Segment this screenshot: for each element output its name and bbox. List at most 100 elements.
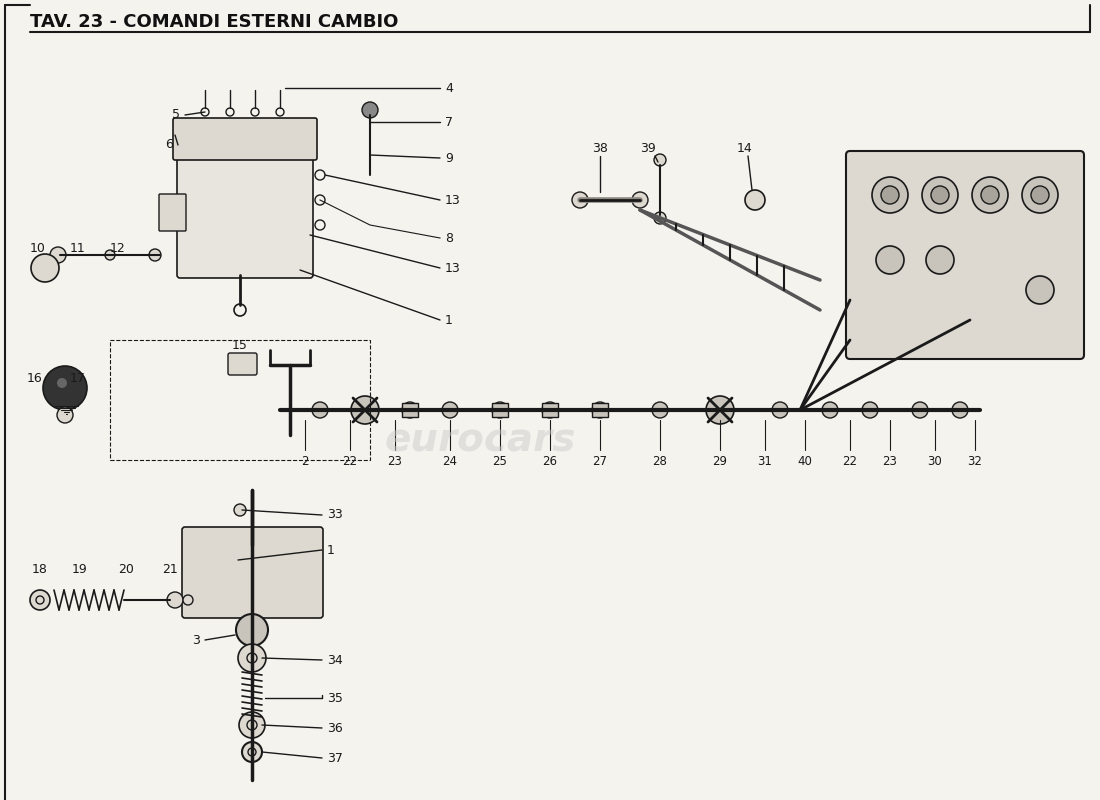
Text: 12: 12 <box>110 242 125 254</box>
Text: 6: 6 <box>165 138 173 151</box>
Circle shape <box>362 102 378 118</box>
Text: 22: 22 <box>342 455 358 468</box>
Circle shape <box>1026 276 1054 304</box>
Text: 34: 34 <box>327 654 343 666</box>
Circle shape <box>236 614 268 646</box>
Circle shape <box>239 712 265 738</box>
Circle shape <box>972 177 1008 213</box>
FancyBboxPatch shape <box>173 118 317 160</box>
Text: 38: 38 <box>592 142 608 154</box>
FancyBboxPatch shape <box>846 151 1084 359</box>
Circle shape <box>402 402 418 418</box>
Circle shape <box>234 504 246 516</box>
Circle shape <box>104 250 116 260</box>
Circle shape <box>881 186 899 204</box>
Circle shape <box>654 154 666 166</box>
Circle shape <box>1022 177 1058 213</box>
Text: 19: 19 <box>73 563 88 576</box>
Text: 20: 20 <box>118 563 134 576</box>
Circle shape <box>912 402 928 418</box>
Circle shape <box>50 247 66 263</box>
Circle shape <box>43 366 87 410</box>
Bar <box>592 403 608 417</box>
Text: 22: 22 <box>843 455 858 468</box>
Circle shape <box>442 402 458 418</box>
Circle shape <box>57 407 73 423</box>
Circle shape <box>772 402 788 418</box>
Text: 13: 13 <box>446 194 461 206</box>
Text: 26: 26 <box>542 455 558 468</box>
Circle shape <box>358 402 373 418</box>
Bar <box>542 403 558 417</box>
Circle shape <box>872 177 908 213</box>
Circle shape <box>981 186 999 204</box>
Circle shape <box>876 246 904 274</box>
Text: 27: 27 <box>593 455 607 468</box>
Text: 40: 40 <box>798 455 813 468</box>
Circle shape <box>57 378 67 388</box>
Circle shape <box>542 402 558 418</box>
Text: 1: 1 <box>446 314 453 326</box>
FancyBboxPatch shape <box>228 353 257 375</box>
Text: 15: 15 <box>232 339 248 352</box>
Circle shape <box>238 644 266 672</box>
Text: 30: 30 <box>927 455 943 468</box>
Circle shape <box>632 192 648 208</box>
Text: 25: 25 <box>493 455 507 468</box>
Bar <box>492 403 508 417</box>
Circle shape <box>572 192 588 208</box>
Text: 29: 29 <box>713 455 727 468</box>
Text: 23: 23 <box>882 455 898 468</box>
Bar <box>402 403 418 417</box>
Circle shape <box>706 396 734 424</box>
Text: 17: 17 <box>70 371 86 385</box>
Text: TAV. 23 - COMANDI ESTERNI CAMBIO: TAV. 23 - COMANDI ESTERNI CAMBIO <box>30 13 398 31</box>
FancyBboxPatch shape <box>182 527 323 618</box>
Text: 31: 31 <box>758 455 772 468</box>
Text: eurocars: eurocars <box>384 421 575 459</box>
Text: 37: 37 <box>327 751 343 765</box>
Circle shape <box>1031 186 1049 204</box>
Text: 2: 2 <box>301 455 309 468</box>
Text: 33: 33 <box>327 509 343 522</box>
Circle shape <box>248 539 257 549</box>
Text: 11: 11 <box>70 242 86 254</box>
Circle shape <box>712 402 728 418</box>
Circle shape <box>148 249 161 261</box>
Circle shape <box>745 190 764 210</box>
Circle shape <box>926 246 954 274</box>
Text: 28: 28 <box>652 455 668 468</box>
Text: 4: 4 <box>446 82 453 94</box>
Circle shape <box>652 402 668 418</box>
Circle shape <box>31 254 59 282</box>
Circle shape <box>242 742 262 762</box>
Text: 5: 5 <box>172 109 180 122</box>
Text: 21: 21 <box>162 563 178 576</box>
Text: 18: 18 <box>32 563 48 576</box>
Circle shape <box>592 402 608 418</box>
Circle shape <box>492 402 508 418</box>
Text: 7: 7 <box>446 115 453 129</box>
Text: 8: 8 <box>446 231 453 245</box>
Text: 24: 24 <box>442 455 458 468</box>
Circle shape <box>351 396 380 424</box>
FancyBboxPatch shape <box>160 194 186 231</box>
Text: 1: 1 <box>327 543 334 557</box>
Circle shape <box>922 177 958 213</box>
Text: 39: 39 <box>640 142 656 154</box>
Circle shape <box>30 590 50 610</box>
Text: 32: 32 <box>968 455 982 468</box>
Text: 3: 3 <box>192 634 200 646</box>
Text: 10: 10 <box>30 242 46 254</box>
Text: 16: 16 <box>28 371 43 385</box>
Circle shape <box>167 592 183 608</box>
FancyBboxPatch shape <box>177 152 314 278</box>
Circle shape <box>822 402 838 418</box>
Text: 23: 23 <box>387 455 403 468</box>
Circle shape <box>312 402 328 418</box>
Circle shape <box>931 186 949 204</box>
Circle shape <box>862 402 878 418</box>
Circle shape <box>654 212 666 224</box>
Circle shape <box>183 595 192 605</box>
Circle shape <box>952 402 968 418</box>
